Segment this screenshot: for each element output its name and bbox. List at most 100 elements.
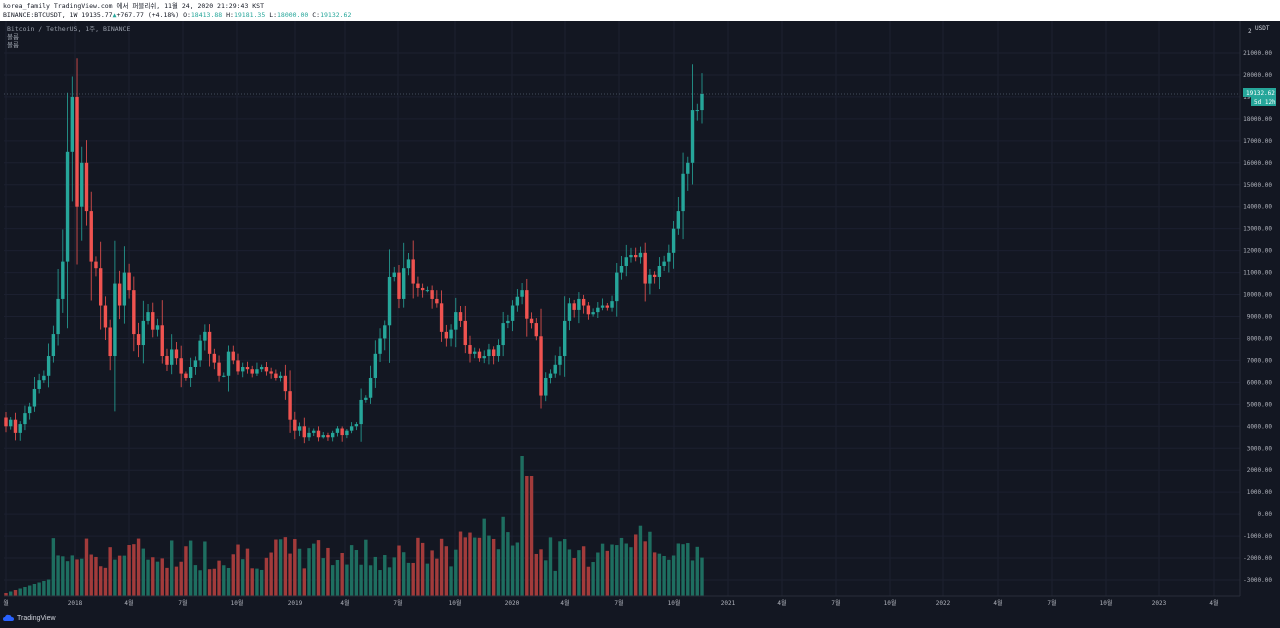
candle-body: [250, 369, 254, 374]
candle-body: [681, 173, 685, 212]
volume-bar: [330, 565, 335, 596]
volume-bar: [212, 568, 217, 596]
volume-bar: [269, 552, 273, 596]
volume-bar: [18, 588, 22, 596]
volume-bar: [354, 550, 359, 596]
volume-bar: [463, 537, 467, 596]
candle-body: [349, 426, 354, 431]
candle-body: [491, 349, 496, 357]
volume-bar: [539, 549, 543, 596]
tradingview-name: TradingView: [17, 614, 56, 622]
volume-bar: [297, 548, 302, 596]
candle-body: [9, 419, 13, 427]
legend-title[interactable]: Bitcoin / TetherUS, 1주, BINANCE: [7, 25, 131, 33]
candle-body: [686, 162, 690, 174]
candle-body: [600, 305, 605, 308]
volume-bar: [501, 516, 505, 596]
candle-body: [231, 351, 235, 361]
candle-body: [420, 287, 425, 291]
legend-volume-1[interactable]: 볼륨: [7, 33, 19, 41]
volume-bar: [283, 537, 288, 596]
volume-bar: [217, 560, 221, 596]
volume-bar: [359, 564, 363, 596]
price-tick-label: 21000.00: [1243, 50, 1272, 57]
price-tick-label: -1000.00: [1243, 533, 1272, 540]
legend-volume-2[interactable]: 볼륨: [7, 41, 19, 49]
volume-bar: [250, 568, 254, 596]
footer-bar: TradingView: [0, 612, 1280, 628]
volume-bar: [473, 537, 477, 596]
volume-bar: [241, 559, 245, 596]
price-tick-label: 4000.00: [1247, 423, 1273, 430]
volume-bar: [491, 538, 496, 596]
candle-body: [544, 377, 548, 396]
candle-body: [42, 375, 46, 381]
chart-area[interactable]: 21000.0020000.0019000.0018000.0017000.00…: [0, 21, 1280, 608]
time-tick-label: 2020: [505, 600, 520, 607]
volume-bar: [75, 559, 79, 596]
candle-body: [283, 375, 288, 392]
price-tick-label: 20000.00: [1243, 72, 1272, 79]
candle-body: [27, 406, 32, 414]
volume-bar: [477, 537, 482, 596]
volume-bar: [84, 538, 89, 596]
close-value: 19132.62: [320, 11, 352, 19]
volume-bar: [226, 567, 231, 596]
volume-bar: [193, 565, 198, 596]
volume-bar: [141, 548, 146, 596]
candle-body: [4, 417, 8, 427]
volume-bar: [383, 555, 387, 596]
countdown-badge-text: 5d 12h: [1254, 99, 1276, 106]
price-tick-label: 17000.00: [1243, 138, 1272, 145]
volume-bar: [444, 546, 449, 596]
axis-corner-label: 2: [1248, 28, 1252, 35]
volume-bar: [624, 543, 628, 596]
candle-body: [127, 272, 131, 291]
candle-body: [657, 265, 662, 277]
candle-body: [662, 261, 666, 266]
volume-bar: [13, 590, 18, 596]
volume-bar: [572, 558, 576, 596]
price-tick-label: 2000.00: [1247, 467, 1273, 474]
high-label: H:: [226, 11, 234, 19]
candle-body: [605, 305, 610, 308]
candle-body: [278, 375, 283, 378]
volume-bar: [108, 547, 112, 596]
candle-body: [619, 265, 624, 273]
time-tick-label: 10월: [668, 599, 681, 607]
candle-body: [510, 305, 515, 321]
tradingview-logo[interactable]: TradingView: [3, 614, 56, 622]
volume-bar: [506, 532, 510, 596]
volume-bar: [222, 565, 226, 596]
currency-label[interactable]: USDT: [1255, 25, 1270, 32]
volume-bar: [61, 556, 65, 596]
price-tick-label: 12000.00: [1243, 248, 1272, 255]
volume-bar: [146, 559, 150, 596]
price-tick-label: 11000.00: [1243, 270, 1272, 277]
candle-body: [577, 298, 581, 310]
volume-bar: [406, 562, 411, 596]
price-tick-label: -2000.00: [1243, 555, 1272, 562]
volume-bar: [416, 537, 420, 596]
volume-bar: [364, 539, 368, 596]
candle-body: [18, 424, 22, 433]
time-tick-label: 4월: [560, 599, 569, 607]
open-value: 18413.88: [190, 11, 223, 19]
volume-bar: [302, 568, 306, 596]
time-tick-label: 10월: [884, 599, 897, 607]
candle-body: [151, 312, 155, 330]
volume-bar: [496, 549, 501, 596]
volume-bar: [591, 562, 595, 596]
candle-body: [222, 375, 226, 377]
volume-bar: [151, 557, 155, 596]
price-chart[interactable]: 21000.0020000.0019000.0018000.0017000.00…: [0, 21, 1280, 608]
candle-body: [345, 430, 349, 436]
candle-body: [477, 351, 482, 359]
candle-body: [108, 327, 112, 357]
price-tick-label: 10000.00: [1243, 292, 1272, 299]
candle-body: [179, 358, 183, 374]
volume-bar: [648, 531, 652, 596]
volume-bar: [349, 545, 354, 596]
volume-bar: [184, 546, 188, 596]
candle-body: [170, 349, 174, 365]
